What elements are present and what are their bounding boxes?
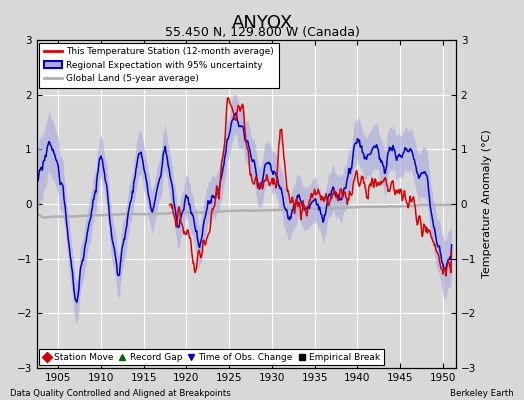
Legend: Station Move, Record Gap, Time of Obs. Change, Empirical Break: Station Move, Record Gap, Time of Obs. C… [39,349,384,365]
Text: ANYOX: ANYOX [232,14,292,32]
Text: 55.450 N, 129.800 W (Canada): 55.450 N, 129.800 W (Canada) [165,26,359,39]
Text: Berkeley Earth: Berkeley Earth [450,389,514,398]
Text: Data Quality Controlled and Aligned at Breakpoints: Data Quality Controlled and Aligned at B… [10,389,231,398]
Y-axis label: Temperature Anomaly (°C): Temperature Anomaly (°C) [482,130,492,278]
